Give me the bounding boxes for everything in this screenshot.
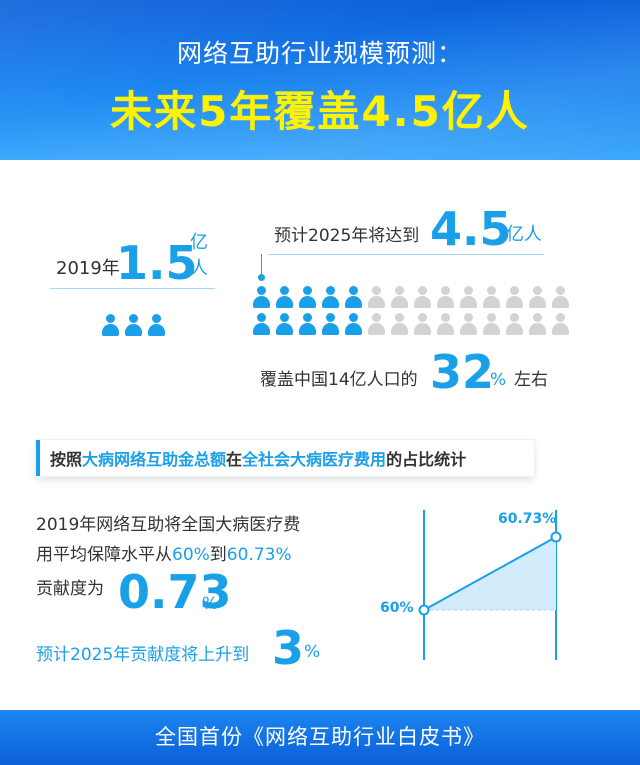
chart-label-start: 60% <box>380 600 414 616</box>
person-icon <box>528 313 547 335</box>
person-icon <box>367 313 386 335</box>
person-icon <box>551 286 570 308</box>
person-icon <box>321 313 340 335</box>
person-icon <box>505 286 524 308</box>
header-banner: 网络互助行业规模预测： 未来5年覆盖4.5亿人 <box>0 0 640 160</box>
banner-text-3: 的占比统计 <box>386 450 467 469</box>
detail-line-2: 用平均保障水平从60%到60.73% <box>36 540 292 565</box>
people-2025-row-2 <box>252 313 570 335</box>
person-icon <box>459 313 478 335</box>
header-shine <box>0 0 640 160</box>
banner-text-1: 按照 <box>50 450 83 469</box>
stat-2019-year: 2019年 <box>56 258 120 279</box>
header-title: 未来5年覆盖4.5亿人 <box>110 87 530 136</box>
chart-series-line <box>423 536 557 611</box>
stat-2025-prefix: 预计2025年将达到 <box>274 226 420 246</box>
coverage-prefix: 覆盖中国14亿人口的 <box>260 370 418 390</box>
chart-point-0 <box>418 604 430 616</box>
person-icon <box>436 313 455 335</box>
detail-line-1: 2019年网络互助将全国大病医疗费 <box>36 515 301 535</box>
person-icon <box>252 286 271 308</box>
person-icon <box>275 313 294 335</box>
stat-2025-number: 4.5 <box>430 202 512 256</box>
people-2019-group <box>101 314 166 336</box>
contribution-number: 0.73 <box>118 565 232 619</box>
forecast-number: 3 <box>272 621 305 675</box>
people-2025-row-1 <box>252 286 570 308</box>
chart-svg <box>418 510 562 660</box>
person-icon <box>252 313 271 335</box>
coverage-suffix: 左右 <box>514 370 548 390</box>
person-icon <box>436 286 455 308</box>
person-icon <box>413 313 432 335</box>
person-icon <box>505 313 524 335</box>
stat-2025: 预计2025年将达到 4.5 亿人 <box>268 200 544 255</box>
chart-point-1 <box>550 531 562 543</box>
detail-line-2-to: 60.73% <box>226 545 292 565</box>
coverage-stat: 覆盖中国14亿人口的 32 % 左右 <box>260 340 548 399</box>
stat-2019: 2019年 1.5 亿人 <box>50 230 215 289</box>
person-icon <box>344 286 363 308</box>
stat-2025-marker-dot <box>258 274 265 281</box>
stat-2025-marker-line <box>261 254 262 276</box>
coverage-percent: % <box>490 370 507 390</box>
banner-text-2: 在 <box>226 450 243 469</box>
detail-line-3: 贡献度为 0.73 % <box>36 565 256 619</box>
person-icon <box>275 286 294 308</box>
contribution-prefix: 贡献度为 <box>36 579 104 599</box>
contribution-percent: % <box>202 594 219 614</box>
person-icon <box>551 313 570 335</box>
header-subtitle: 网络互助行业规模预测： <box>176 39 463 68</box>
detail-line-2-prefix: 用平均保障水平从 <box>36 545 172 565</box>
person-icon <box>101 314 120 336</box>
stat-2019-unit: 亿人 <box>190 232 208 279</box>
banner-highlight-1: 大病网络互助金总额 <box>82 450 227 469</box>
person-icon <box>482 286 501 308</box>
person-icon <box>367 286 386 308</box>
detail-line-2-mid: 到 <box>209 545 227 565</box>
footer-banner: 全国首份《网络互助行业白皮书》 <box>0 710 640 765</box>
person-icon <box>298 313 317 335</box>
person-icon <box>147 314 166 336</box>
coverage-number: 32 <box>430 345 495 399</box>
person-icon <box>390 286 409 308</box>
forecast-prefix: 预计2025年贡献度将上升到 <box>36 645 250 665</box>
person-icon <box>298 286 317 308</box>
forecast-percent: % <box>304 642 321 662</box>
person-icon <box>413 286 432 308</box>
person-icon <box>321 286 340 308</box>
person-icon <box>482 313 501 335</box>
section-banner: 按照 大病网络互助金总额在全社会大病医疗费用 的占比统计 <box>36 440 534 476</box>
stat-2025-unit: 亿人 <box>506 224 542 245</box>
detail-line-4: 预计2025年贡献度将上升到 3 % <box>36 621 336 675</box>
person-icon <box>124 314 143 336</box>
person-icon <box>528 286 547 308</box>
stat-2019-number: 1.5 <box>116 236 198 290</box>
person-icon <box>459 286 478 308</box>
contribution-chart: 60% 60.73% <box>360 500 600 670</box>
person-icon <box>344 313 363 335</box>
banner-highlight-2: 全社会大病医疗费用 <box>242 450 387 469</box>
person-icon <box>390 313 409 335</box>
chart-label-end: 60.73% <box>498 511 557 527</box>
detail-line-2-from: 60% <box>172 545 210 565</box>
